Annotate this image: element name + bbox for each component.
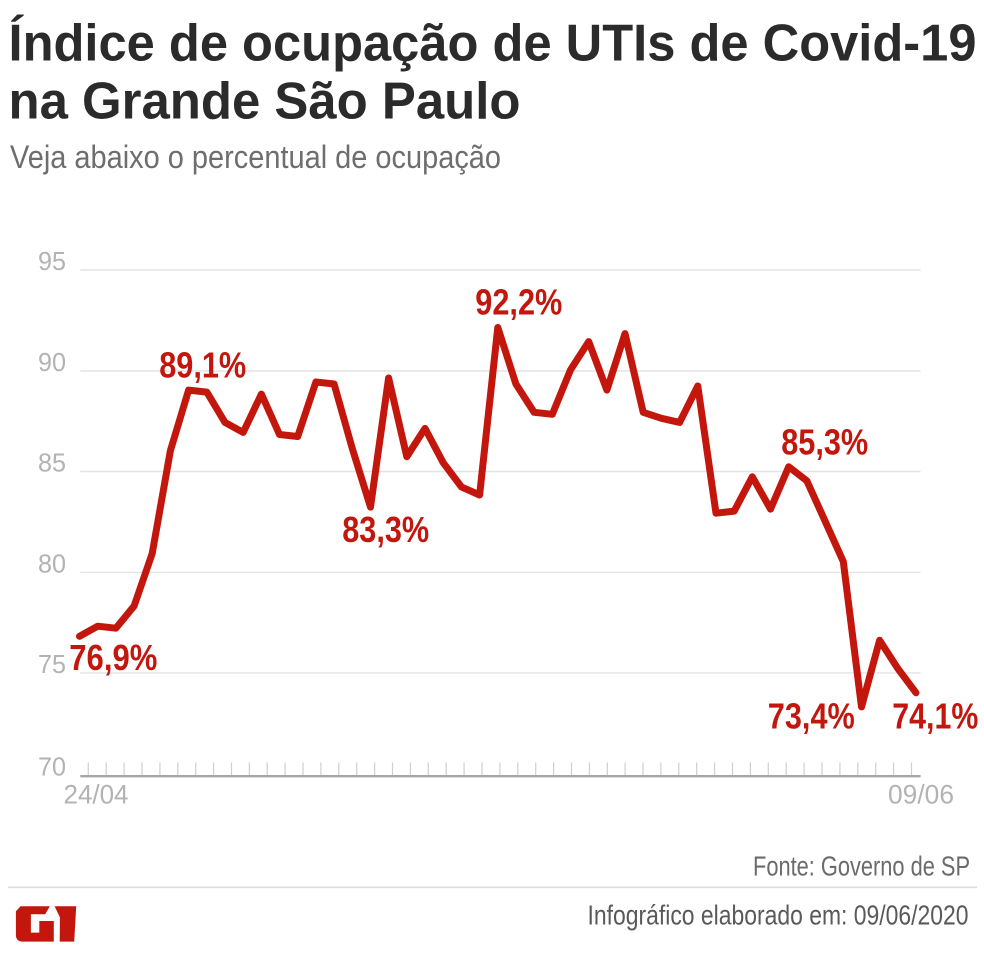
svg-text:80: 80 <box>38 548 66 578</box>
svg-text:24/04: 24/04 <box>64 780 129 810</box>
svg-text:92,2%: 92,2% <box>475 281 562 322</box>
svg-text:89,1%: 89,1% <box>159 345 246 386</box>
svg-text:75: 75 <box>38 649 66 679</box>
svg-text:na Grande São Paulo: na Grande São Paulo <box>9 72 521 130</box>
svg-text:Veja abaixo o percentual de oc: Veja abaixo o percentual de ocupação <box>10 139 501 175</box>
svg-text:85: 85 <box>38 448 66 478</box>
svg-text:85,3%: 85,3% <box>781 421 868 462</box>
svg-text:Infográfico elaborado em: 09/0: Infográfico elaborado em: 09/06/2020 <box>588 899 969 930</box>
svg-text:90: 90 <box>38 347 66 377</box>
svg-text:09/06: 09/06 <box>888 780 954 810</box>
svg-text:Fonte: Governo de SP: Fonte: Governo de SP <box>753 850 970 881</box>
svg-text:73,4%: 73,4% <box>768 695 855 736</box>
svg-text:74,1%: 74,1% <box>892 695 978 736</box>
svg-text:83,3%: 83,3% <box>342 509 429 550</box>
svg-text:76,9%: 76,9% <box>69 637 157 678</box>
svg-text:95: 95 <box>38 246 66 276</box>
svg-text:Índice de ocupação de UTIs de: Índice de ocupação de UTIs de Covid-19 <box>9 14 977 72</box>
svg-text:70: 70 <box>38 752 66 782</box>
